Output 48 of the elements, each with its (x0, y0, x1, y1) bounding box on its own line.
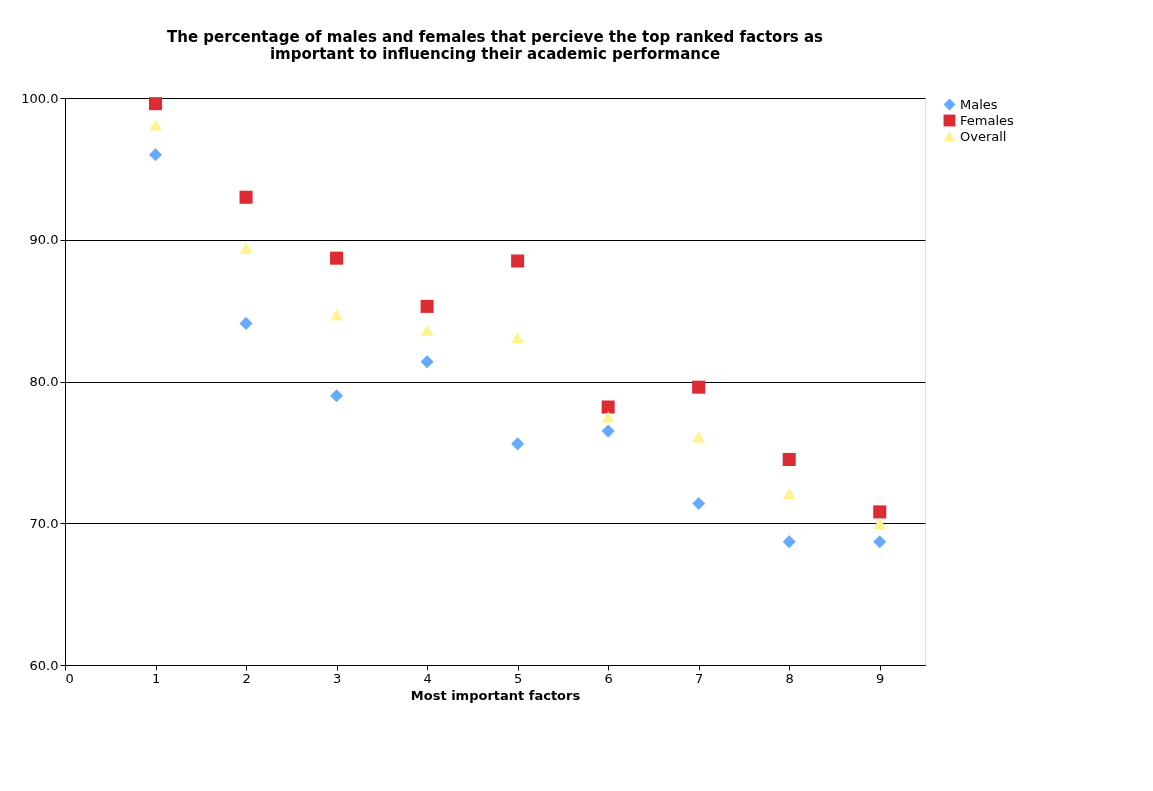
point (239, 316, 253, 330)
point (782, 452, 796, 466)
point (420, 324, 434, 337)
point (692, 496, 706, 510)
point (873, 517, 887, 529)
x-axis-title: Most important factors (410, 687, 581, 703)
legend-label: Overall (960, 128, 1007, 144)
point (782, 535, 796, 549)
x-tick-label: 4 (423, 670, 432, 686)
point (420, 355, 434, 369)
y-tick-label: 60.0 (29, 657, 59, 673)
legend-label: Males (960, 96, 998, 112)
x-tick-label: 3 (332, 670, 342, 686)
x-tick-label: 2 (242, 670, 251, 686)
x-tick-label: 6 (604, 670, 613, 686)
x-tick-label: 7 (695, 670, 704, 686)
point (239, 190, 253, 204)
point (692, 431, 706, 443)
point (601, 400, 615, 414)
x-tick-label: 1 (151, 670, 161, 686)
point (149, 119, 163, 131)
point (420, 299, 434, 313)
y-tick-label: 80.0 (29, 374, 59, 389)
point (330, 309, 344, 321)
x-tick-label: 5 (513, 670, 523, 686)
x-tick-label: 0 (65, 670, 74, 686)
y-tick-label: 70.0 (29, 515, 59, 531)
y-tick-label: 90.0 (29, 232, 59, 248)
point (873, 505, 887, 519)
point (782, 487, 796, 500)
point (511, 331, 525, 344)
text: The percentage of males and females that percieve the top ranked factors as (167, 28, 823, 46)
point (330, 389, 344, 403)
point (601, 424, 615, 438)
y-tick-label: 100.0 (21, 90, 59, 106)
x-tick-label: 9 (876, 670, 885, 686)
point (239, 242, 253, 254)
point (873, 535, 887, 549)
text: important to influencing their academic performance (269, 45, 721, 63)
point (511, 437, 525, 451)
point (601, 411, 615, 423)
point (149, 148, 163, 162)
point (511, 254, 525, 268)
point (149, 97, 163, 111)
legend-label: Females (960, 112, 1014, 128)
x-tick-label: 8 (785, 670, 794, 686)
point (330, 251, 344, 265)
point (692, 380, 706, 394)
